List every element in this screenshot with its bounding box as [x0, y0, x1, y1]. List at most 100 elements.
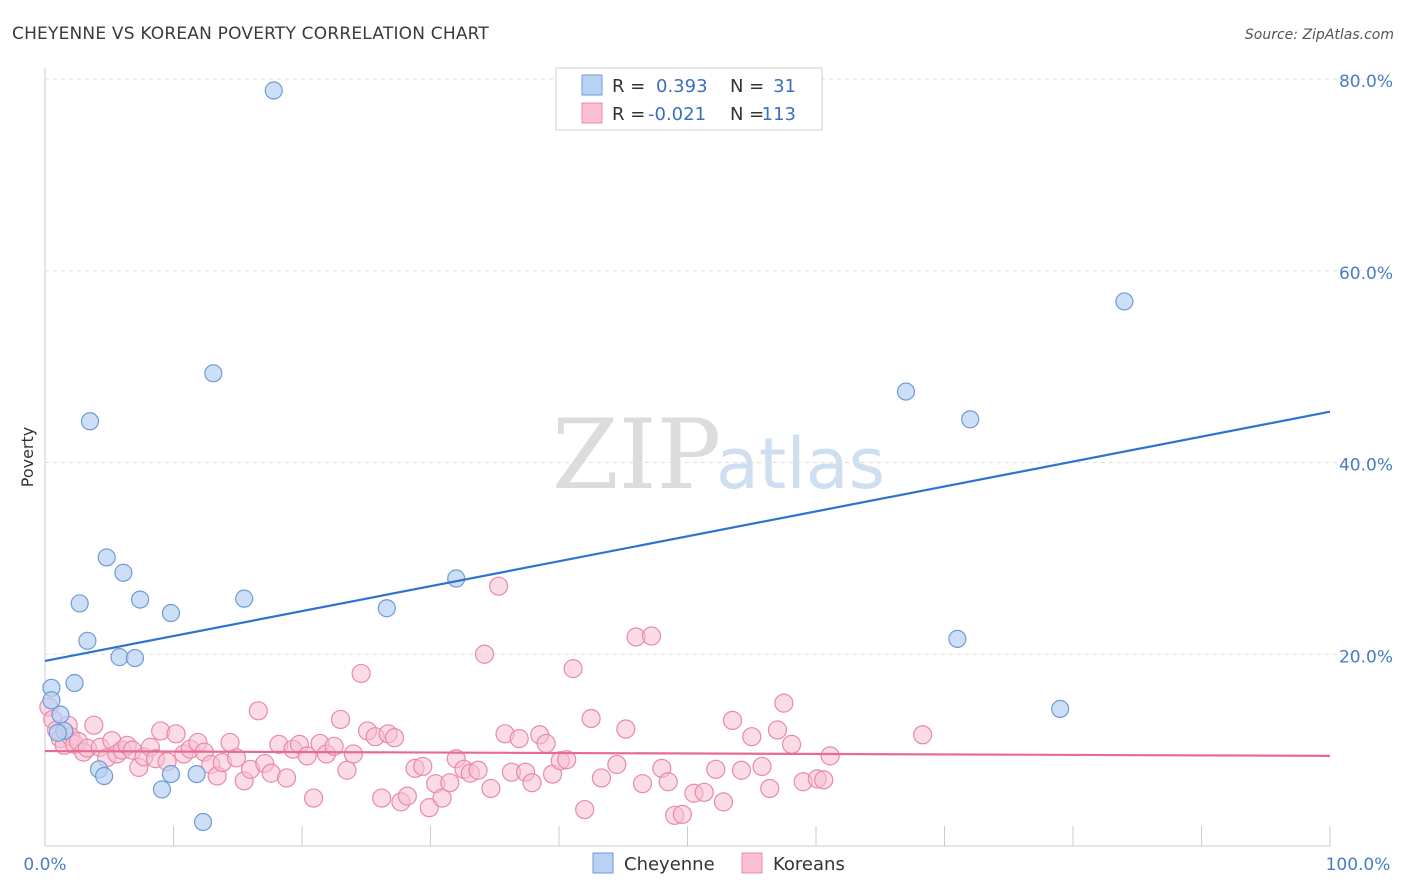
point-koreans-93	[658, 772, 678, 792]
point-koreans-105	[767, 720, 788, 740]
legend-r-value-koreans: -0.021	[648, 104, 706, 125]
point-koreans-79	[536, 733, 556, 754]
point-cheyenne-25	[896, 382, 916, 401]
point-koreans-48	[324, 736, 344, 756]
point-cheyenne-9	[95, 766, 114, 786]
point-cheyenne-16	[161, 764, 181, 784]
y-tick-label-40: 40.0%	[1339, 456, 1393, 476]
point-cheyenne-29	[1115, 292, 1134, 311]
point-cheyenne-2	[51, 705, 70, 724]
point-koreans-104	[760, 778, 780, 799]
point-koreans-106	[774, 693, 794, 713]
point-cheyenne-12	[114, 563, 133, 582]
stats-legend: R = 0.393 N = 31 R = -0.021 N = 113	[555, 67, 823, 131]
x-axis-ticks	[173, 826, 1331, 846]
point-cheyenne-30	[48, 723, 67, 742]
point-cheyenne-22	[264, 81, 283, 100]
point-koreans-98	[706, 759, 726, 779]
trend-lines	[44, 410, 1331, 757]
point-cheyenne-15	[152, 780, 172, 799]
point-cheyenne-4	[65, 673, 84, 693]
point-cheyenne-24	[447, 569, 466, 588]
point-koreans-62	[419, 798, 439, 818]
y-axis-label: Poverty	[18, 427, 37, 488]
point-koreans-37	[248, 701, 268, 721]
gridlines	[45, 78, 1390, 655]
point-koreans-49	[330, 709, 351, 730]
legend-r-label-cheyenne: R =	[612, 76, 645, 97]
y-tick-label-20: 20.0%	[1339, 647, 1393, 667]
point-koreans-57	[384, 728, 405, 748]
x-tick-label-min: 0.0%	[23, 855, 66, 875]
point-koreans-97	[694, 782, 714, 802]
point-koreans-86	[591, 768, 612, 788]
bottom-legend-label-koreans: Koreans	[773, 854, 845, 875]
source-label: Source: ZipAtlas.com	[1245, 27, 1394, 43]
point-cheyenne-23	[377, 599, 396, 618]
point-koreans-75	[509, 729, 529, 749]
point-koreans-51	[343, 744, 363, 764]
point-koreans-101	[731, 760, 752, 780]
point-koreans-84	[575, 799, 595, 820]
point-koreans-55	[372, 788, 392, 808]
watermark-atlas: atlas	[716, 423, 885, 505]
point-koreans-110	[814, 770, 834, 790]
point-cheyenne-27	[961, 410, 980, 429]
point-cheyenne-10	[97, 548, 116, 567]
point-cheyenne-19	[193, 812, 213, 832]
trend-line-koreans	[44, 749, 1331, 757]
point-cheyenne-14	[130, 590, 150, 609]
legend-swatch-koreans	[581, 102, 603, 124]
point-koreans-85	[581, 708, 601, 729]
y-tick-label-80: 80.0%	[1339, 72, 1393, 92]
legend-swatch-cheyenne	[581, 74, 603, 96]
point-koreans-25	[166, 724, 186, 744]
point-koreans-72	[489, 576, 509, 596]
point-koreans-90	[632, 774, 653, 794]
point-koreans-99	[713, 792, 734, 812]
point-koreans-112	[913, 725, 933, 745]
point-cheyenne-21	[235, 589, 254, 608]
point-koreans-83	[563, 659, 583, 679]
legend-n-label-cheyenne: N =	[730, 76, 764, 97]
point-cheyenne-18	[187, 764, 206, 784]
series-legend: Cheyenne Koreans	[592, 852, 845, 875]
point-koreans-95	[672, 804, 692, 824]
point-cheyenne-6	[78, 631, 97, 650]
chart-title: CHEYENNE VS KOREAN POVERTY CORRELATION C…	[12, 24, 489, 44]
point-koreans-45	[303, 788, 324, 808]
bottom-legend-label-cheyenne: Cheyenne	[624, 854, 715, 875]
watermark-zip: ZIP	[552, 399, 721, 511]
point-koreans-64	[432, 788, 452, 808]
point-cheyenne-20	[204, 364, 223, 383]
point-koreans-103	[752, 756, 772, 777]
legend-n-value-koreans: 113	[762, 104, 796, 125]
legend-r-value-cheyenne: 0.393	[656, 76, 708, 97]
point-koreans-111	[820, 746, 840, 766]
point-koreans-41	[276, 768, 297, 788]
series-cheyenne-points	[42, 81, 1134, 832]
point-koreans-77	[522, 773, 542, 793]
point-koreans-82	[557, 750, 577, 770]
point-koreans-50	[337, 760, 357, 780]
point-koreans-91	[641, 626, 662, 646]
point-cheyenne-1	[42, 691, 61, 710]
x-tick-label-max: 100.0%	[1326, 855, 1391, 875]
point-koreans-87	[607, 754, 627, 775]
y-tick-label-60: 60.0%	[1339, 264, 1393, 284]
point-koreans-107	[781, 734, 802, 754]
legend-r-label-koreans: R =	[612, 104, 645, 125]
point-koreans-100	[722, 710, 743, 731]
point-koreans-52	[351, 663, 371, 684]
point-cheyenne-26	[948, 629, 967, 649]
point-koreans-34	[226, 748, 247, 768]
point-cheyenne-13	[125, 648, 145, 668]
trend-line-cheyenne	[44, 410, 1331, 663]
point-koreans-65	[440, 773, 460, 793]
y-axis-tick-labels: 20.0% 40.0% 60.0% 80.0%	[1339, 72, 1393, 667]
bottom-legend-swatch-cheyenne	[592, 852, 614, 874]
point-koreans-102	[742, 727, 762, 747]
legend-n-value-cheyenne: 31	[773, 76, 796, 97]
point-koreans-59	[397, 786, 417, 806]
